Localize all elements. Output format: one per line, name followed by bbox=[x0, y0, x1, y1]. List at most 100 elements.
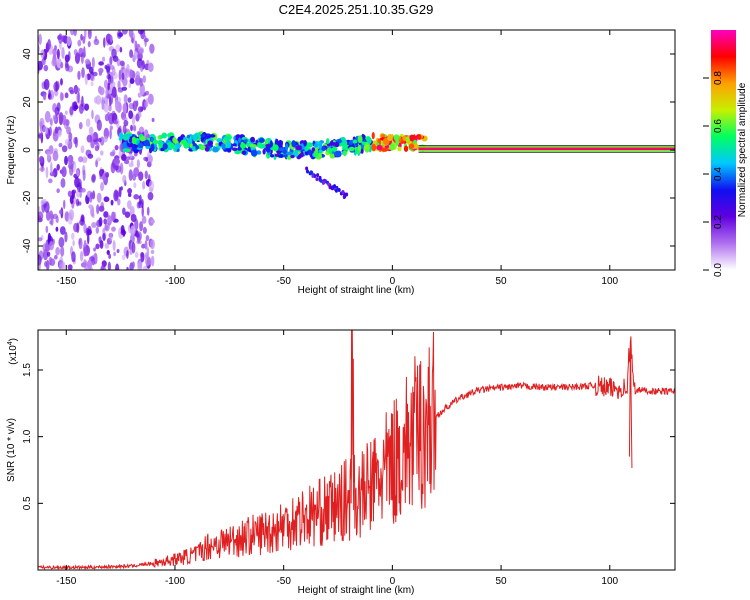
noise-blob bbox=[131, 261, 135, 269]
noise-blob bbox=[145, 234, 150, 242]
noise-blob bbox=[128, 82, 132, 89]
band-blob bbox=[405, 136, 410, 143]
noise-blob bbox=[130, 225, 136, 236]
noise-blob bbox=[44, 201, 50, 213]
noise-blob bbox=[73, 49, 78, 56]
noise-blob bbox=[131, 114, 136, 126]
noise-blob bbox=[56, 102, 61, 112]
noise-blob bbox=[79, 187, 86, 193]
noise-blob bbox=[133, 50, 138, 60]
noise-blob bbox=[85, 118, 91, 128]
noise-blob bbox=[68, 50, 71, 61]
noise-blob bbox=[146, 206, 150, 216]
band-blob bbox=[283, 154, 288, 158]
noise-blob bbox=[86, 134, 93, 143]
noise-blob bbox=[122, 124, 127, 134]
noise-blob bbox=[96, 157, 101, 162]
colorbar-gradient bbox=[711, 30, 736, 270]
noise-blob bbox=[90, 139, 95, 149]
noise-blob bbox=[51, 58, 57, 67]
band-blob bbox=[343, 150, 347, 157]
noise-blob bbox=[61, 262, 64, 269]
noise-blob bbox=[45, 225, 49, 234]
noise-blob bbox=[136, 159, 140, 169]
noise-blob bbox=[83, 258, 87, 268]
band-blob bbox=[395, 139, 400, 147]
x-tick-label: -50 bbox=[276, 576, 291, 587]
band-blob bbox=[417, 135, 422, 140]
band-blob bbox=[397, 146, 402, 152]
branch-blob bbox=[315, 177, 319, 182]
noise-blob bbox=[104, 243, 110, 249]
branch-blob bbox=[343, 194, 347, 199]
band-blob bbox=[357, 135, 363, 144]
noise-blob bbox=[147, 191, 154, 201]
band-blob bbox=[352, 139, 358, 144]
band-blob bbox=[376, 144, 383, 151]
noise-blob bbox=[42, 93, 47, 101]
noise-blob bbox=[138, 126, 145, 133]
noise-blob bbox=[63, 199, 66, 210]
noise-blob bbox=[101, 96, 105, 108]
noise-blob bbox=[114, 157, 120, 167]
noise-blob bbox=[111, 211, 116, 222]
branch-blob bbox=[318, 175, 322, 180]
band-blob bbox=[126, 133, 133, 137]
noise-blob bbox=[142, 180, 146, 190]
colorbar-tick-label: 0.2 bbox=[713, 215, 724, 229]
noise-blob bbox=[123, 94, 128, 104]
noise-blob bbox=[107, 73, 112, 86]
colorbar-tick-label: 0.4 bbox=[713, 167, 724, 181]
spectrogram-y-label: Frequency (Hz) bbox=[6, 116, 17, 185]
band-blob bbox=[258, 137, 265, 143]
noise-blob bbox=[134, 251, 139, 258]
band-blob bbox=[258, 145, 266, 149]
noise-blob bbox=[42, 243, 48, 253]
band-blob bbox=[387, 133, 393, 142]
noise-blob bbox=[48, 178, 53, 184]
spectrogram-y-ticks: -40 -20 0 20 40 bbox=[22, 48, 675, 253]
band-blob bbox=[381, 147, 389, 152]
noise-blob bbox=[150, 255, 155, 267]
noise-blob bbox=[135, 100, 139, 108]
band-blob bbox=[238, 137, 242, 143]
noise-blob bbox=[120, 186, 123, 191]
noise-blob bbox=[84, 73, 88, 86]
noise-blob bbox=[126, 249, 129, 259]
x-tick-label: -100 bbox=[165, 576, 185, 587]
y-tick-label: 20 bbox=[22, 96, 33, 108]
spectrogram-heatmap bbox=[38, 30, 675, 270]
y-tick-label: 40 bbox=[22, 48, 33, 60]
band-blob bbox=[240, 142, 247, 149]
noise-blob bbox=[121, 72, 125, 80]
noise-blob bbox=[67, 154, 74, 164]
band-blob bbox=[150, 137, 155, 142]
noise-blob bbox=[83, 246, 88, 257]
noise-blob bbox=[45, 210, 51, 221]
band-blob bbox=[126, 148, 131, 153]
band-blob bbox=[152, 140, 159, 145]
noise-blob bbox=[141, 198, 144, 209]
noise-blob bbox=[111, 86, 117, 99]
noise-blob bbox=[52, 130, 59, 142]
band-blob bbox=[403, 145, 409, 152]
noise-blob bbox=[50, 117, 53, 127]
noise-blob bbox=[112, 240, 116, 251]
band-blob bbox=[313, 143, 319, 149]
band-blob bbox=[162, 143, 168, 150]
noise-blob bbox=[142, 265, 148, 270]
noise-blob bbox=[115, 263, 120, 270]
band-blob bbox=[408, 143, 415, 150]
noise-blob bbox=[139, 194, 142, 205]
noise-blob bbox=[107, 215, 112, 226]
noise-blob bbox=[83, 239, 87, 249]
band-blob bbox=[269, 140, 273, 149]
noise-blob bbox=[56, 164, 60, 171]
noise-blob bbox=[38, 217, 43, 223]
band-blob bbox=[200, 133, 206, 138]
noise-blob bbox=[127, 97, 132, 103]
noise-blob bbox=[68, 209, 75, 221]
noise-blob bbox=[119, 60, 125, 67]
y-tick-label: 0 bbox=[22, 147, 33, 153]
noise-blob bbox=[133, 182, 137, 189]
